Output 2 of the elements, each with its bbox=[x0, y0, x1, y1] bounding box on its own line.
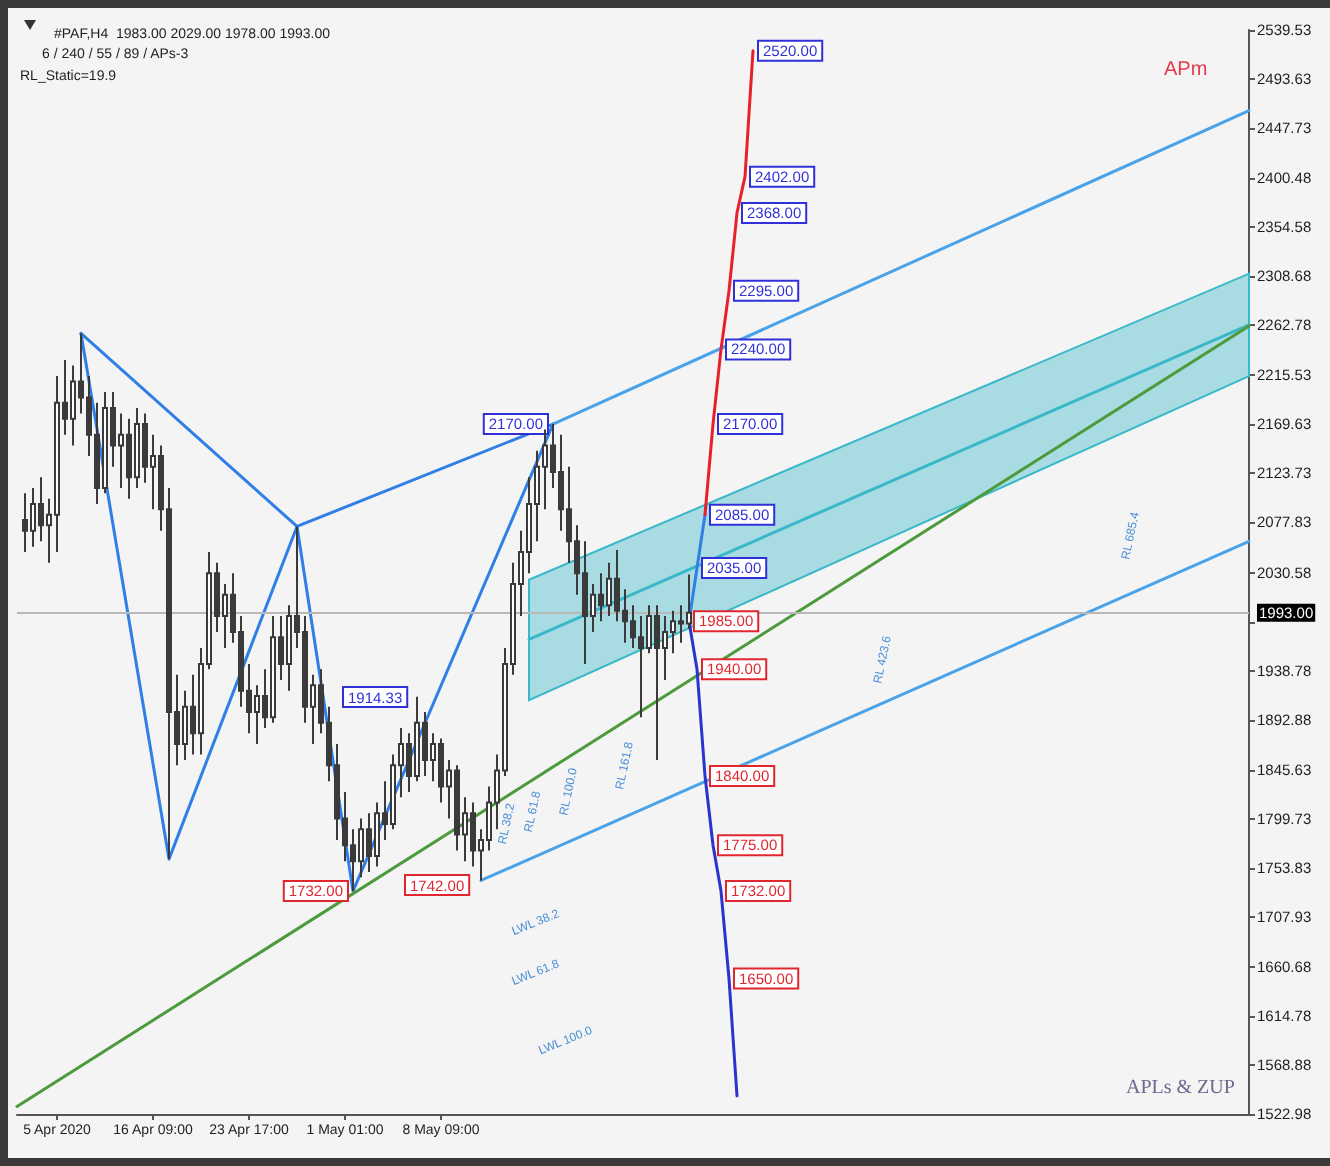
annotation: APm bbox=[1164, 59, 1208, 81]
annotation: APLs & ZUP bbox=[1126, 1077, 1236, 1099]
